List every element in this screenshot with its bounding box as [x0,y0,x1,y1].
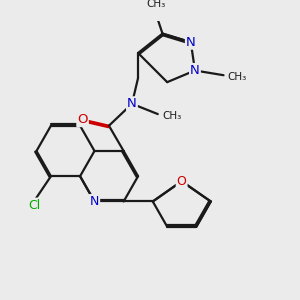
Text: N: N [186,36,196,49]
Text: O: O [177,175,187,188]
Text: CH₃: CH₃ [162,111,181,121]
Text: CH₃: CH₃ [146,0,165,9]
Text: Cl: Cl [29,199,41,212]
Text: N: N [127,97,137,110]
Text: CH₃: CH₃ [228,72,247,82]
Text: N: N [190,64,200,77]
Text: N: N [90,195,99,208]
Text: O: O [77,113,88,126]
